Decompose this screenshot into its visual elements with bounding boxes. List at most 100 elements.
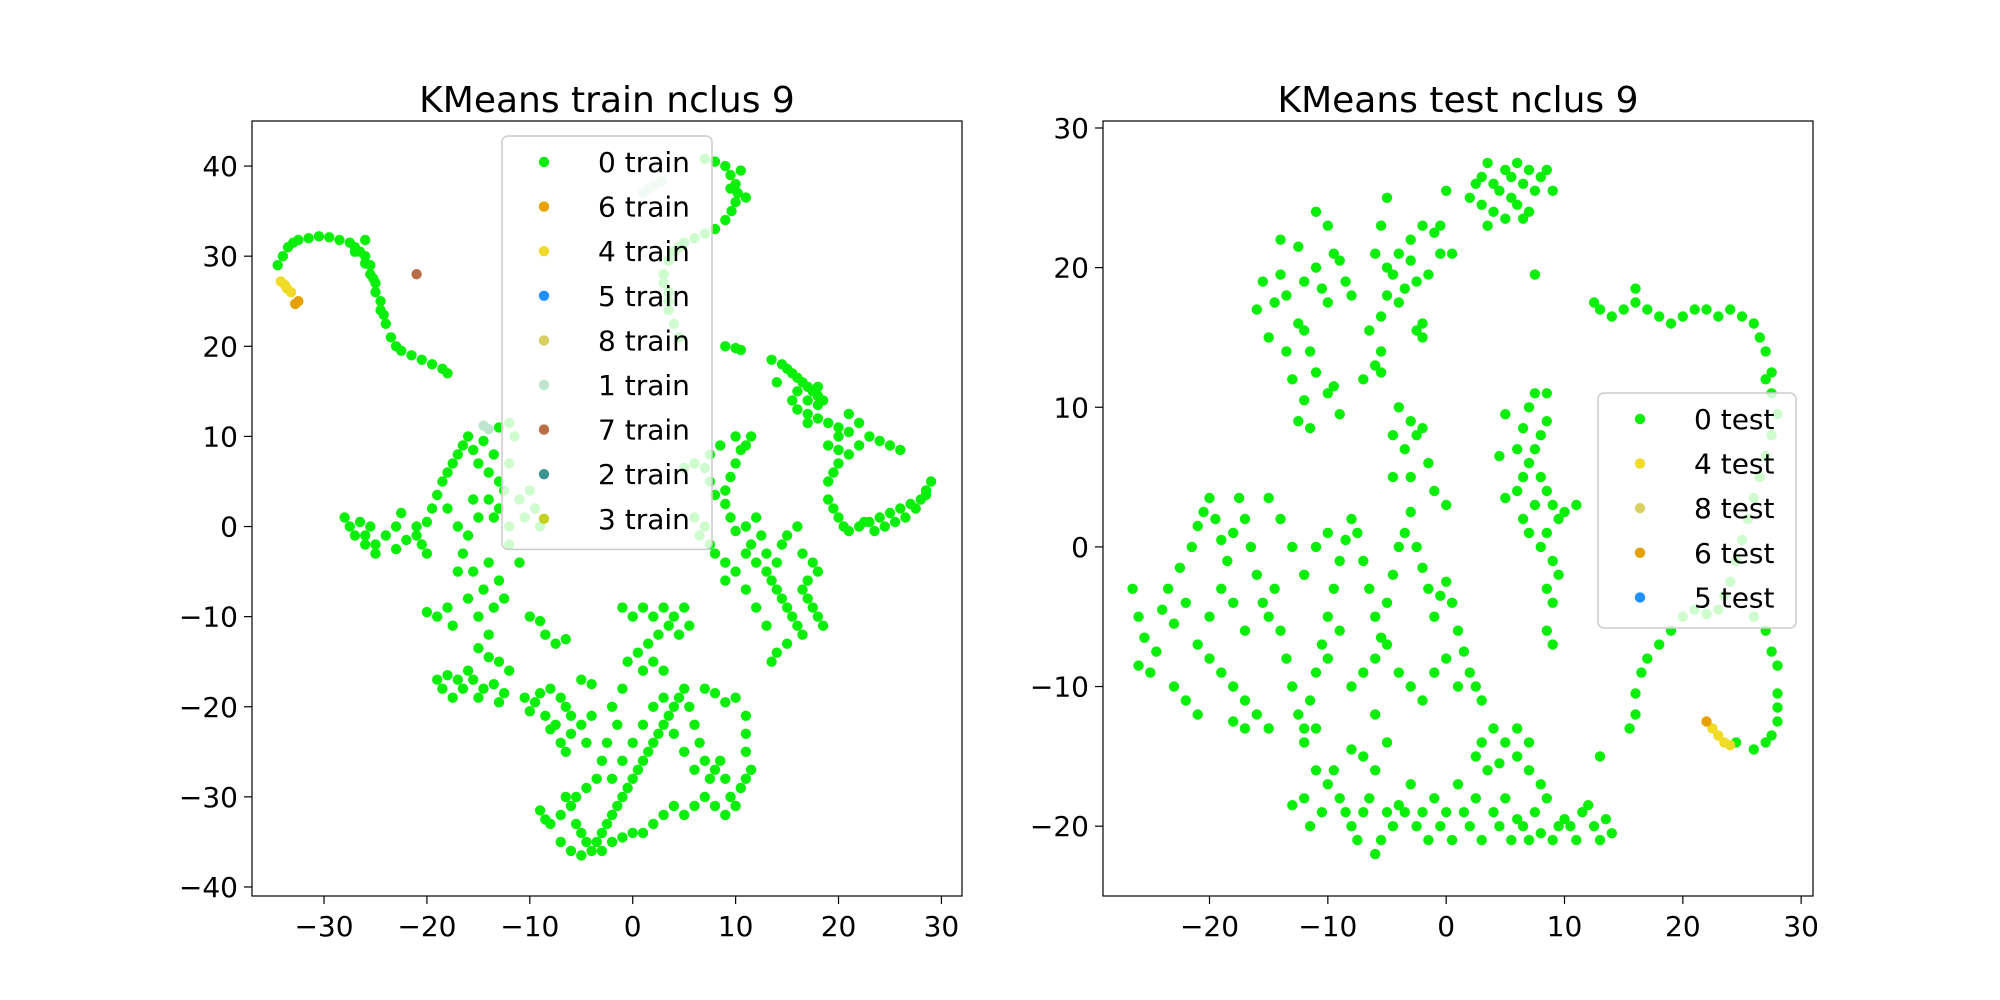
test-point-s0-334 bbox=[1766, 646, 1777, 657]
test-chart-title: KMeans test nclus 9 bbox=[1277, 80, 1638, 121]
test-point-s0-63 bbox=[1417, 220, 1428, 231]
train-legend-label: 0 train bbox=[598, 146, 690, 179]
test-point-s0-77 bbox=[1275, 234, 1286, 245]
train-point-s0-8 bbox=[334, 234, 345, 246]
test-point-s0-268 bbox=[1541, 416, 1553, 427]
test-point-s0-197 bbox=[1352, 834, 1363, 846]
test-point-s0-78 bbox=[1293, 241, 1304, 252]
train-point-s0-124 bbox=[432, 674, 443, 685]
test-point-s0-270 bbox=[1529, 388, 1541, 399]
test-point-s0-59 bbox=[1370, 248, 1381, 259]
test-x-axis: −20 −10 0 10 20 30 bbox=[1180, 896, 1819, 943]
test-point-s0-293 bbox=[1606, 311, 1618, 322]
train-point-s1-1 bbox=[290, 298, 301, 310]
test-point-s0-265 bbox=[1523, 457, 1535, 469]
test-point-s0-126 bbox=[1316, 639, 1328, 650]
train-point-s0-158 bbox=[540, 710, 551, 721]
train-point-s0-273 bbox=[771, 584, 782, 595]
train-point-s0-219 bbox=[617, 832, 628, 843]
test-point-s0-65 bbox=[1435, 220, 1446, 231]
train-point-s0-216 bbox=[576, 850, 587, 861]
test-point-s0-4 bbox=[1488, 178, 1499, 189]
train-point-s0-84 bbox=[483, 467, 494, 478]
test-legend-marker bbox=[1634, 547, 1646, 558]
train-point-s0-127 bbox=[457, 683, 469, 694]
test-point-s0-279 bbox=[1547, 555, 1558, 567]
train-point-s0-243 bbox=[622, 656, 633, 667]
train-point-s0-349 bbox=[823, 476, 834, 487]
train-point-s0-208 bbox=[740, 728, 752, 739]
train-point-s0-59 bbox=[339, 512, 350, 523]
train-point-s0-116 bbox=[447, 620, 458, 631]
test-point-s0-127 bbox=[1322, 611, 1334, 622]
test-x-tick-label: 0 bbox=[1437, 910, 1455, 943]
test-point-s0-168 bbox=[1239, 625, 1251, 636]
test-point-s0-54 bbox=[1375, 311, 1387, 322]
test-point-s0-260 bbox=[1500, 409, 1511, 420]
train-point-s0-187 bbox=[648, 737, 659, 748]
train-point-s0-82 bbox=[473, 458, 484, 469]
test-point-s0-22 bbox=[1482, 220, 1493, 231]
test-point-s0-210 bbox=[1429, 793, 1440, 804]
train-point-s0-118 bbox=[483, 652, 494, 663]
test-point-s0-64 bbox=[1429, 227, 1440, 238]
train-point-s0-260 bbox=[689, 764, 700, 775]
test-point-s1-3 bbox=[1725, 740, 1736, 751]
test-plot-frame bbox=[1102, 120, 1814, 897]
train-point-s0-111 bbox=[473, 611, 484, 622]
test-point-s0-209 bbox=[1423, 834, 1434, 846]
train-point-s0-205 bbox=[740, 773, 752, 784]
train-point-s0-317 bbox=[781, 530, 793, 541]
test-point-s0-181 bbox=[1417, 695, 1428, 706]
test-point-s0-27 bbox=[1263, 332, 1274, 343]
train-point-s0-348 bbox=[828, 467, 839, 478]
test-legend-label: 8 test bbox=[1694, 492, 1775, 525]
train-point-s0-382 bbox=[735, 344, 746, 356]
train-x-tick-label: 10 bbox=[718, 910, 754, 943]
test-point-s0-253 bbox=[1523, 765, 1535, 776]
train-point-s0-367 bbox=[889, 516, 901, 528]
train-point-s0-345 bbox=[853, 440, 865, 451]
test-point-s0-166 bbox=[1216, 583, 1227, 594]
train-point-s0-71 bbox=[416, 539, 427, 550]
train-y-tick-label: −40 bbox=[179, 871, 238, 904]
train-point-s0-182 bbox=[622, 782, 633, 794]
test-point-s0-29 bbox=[1281, 290, 1292, 301]
train-plot-frame bbox=[251, 120, 963, 897]
test-point-s0-11 bbox=[1529, 185, 1541, 196]
train-x-tick-label: −30 bbox=[294, 910, 353, 943]
test-point-s0-212 bbox=[1441, 807, 1452, 818]
test-point-s0-173 bbox=[1275, 513, 1286, 525]
test-point-s0-289 bbox=[1523, 527, 1535, 539]
train-point-s0-146 bbox=[550, 638, 561, 649]
test-point-s0-294 bbox=[1618, 304, 1629, 315]
test-point-s0-162 bbox=[1192, 709, 1203, 720]
test-point-s0-31 bbox=[1299, 276, 1310, 287]
train-legend: 0 train 6 train 4 train 5 train 8 train 1 tra… bbox=[501, 135, 713, 551]
test-point-s0-90 bbox=[1429, 485, 1440, 497]
train-legend-label: 4 train bbox=[598, 235, 690, 268]
train-point-s0-280 bbox=[771, 647, 782, 658]
test-point-s0-198 bbox=[1358, 807, 1369, 818]
train-point-s0-177 bbox=[596, 827, 608, 839]
test-point-s0-243 bbox=[1370, 765, 1381, 776]
train-legend-label: 2 train bbox=[598, 458, 690, 491]
train-point-s0-27 bbox=[442, 368, 453, 379]
test-point-s0-163 bbox=[1228, 716, 1239, 727]
test-point-s0-255 bbox=[1476, 737, 1487, 748]
train-point-s0-265 bbox=[730, 525, 741, 537]
test-point-s0-104 bbox=[1186, 541, 1198, 553]
test-point-s0-34 bbox=[1322, 297, 1334, 308]
train-point-s0-281 bbox=[766, 656, 777, 667]
train-point-s0-125 bbox=[437, 683, 448, 694]
test-point-s0-299 bbox=[1665, 318, 1677, 329]
train-point-s0-289 bbox=[761, 548, 772, 559]
test-point-s0-330 bbox=[1630, 709, 1641, 720]
train-point-s0-267 bbox=[751, 512, 762, 523]
train-legend-marker bbox=[538, 201, 550, 212]
test-point-s0-40 bbox=[1304, 346, 1316, 357]
test-point-s0-7 bbox=[1506, 171, 1517, 183]
train-point-s0-263 bbox=[570, 791, 582, 803]
test-point-s0-186 bbox=[1322, 653, 1334, 664]
test-point-s0-158 bbox=[1251, 709, 1263, 720]
